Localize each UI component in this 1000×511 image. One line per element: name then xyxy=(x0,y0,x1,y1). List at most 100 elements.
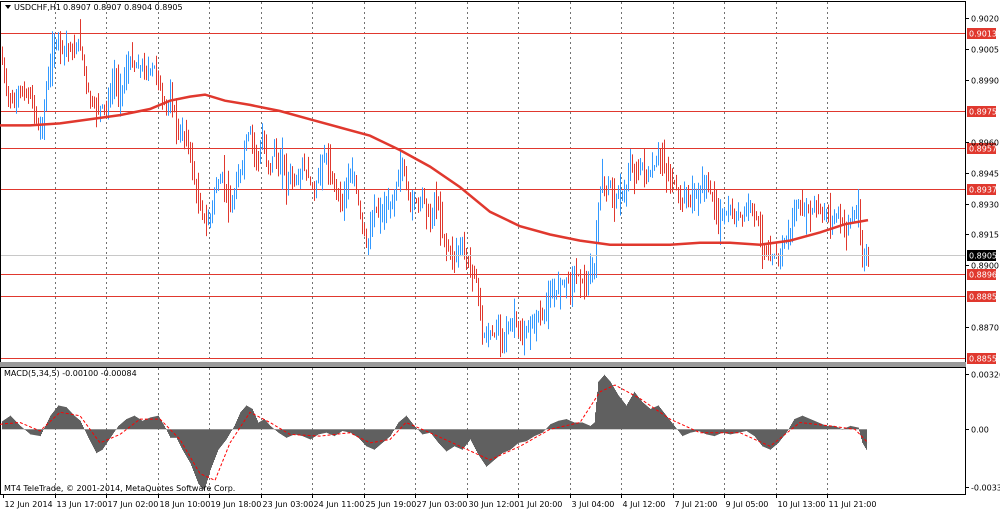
level-price-label: 0.8885 xyxy=(969,293,997,302)
macd-histogram-bar xyxy=(396,425,397,430)
macd-histogram-bar xyxy=(25,429,26,431)
macd-histogram-bar xyxy=(567,419,568,430)
macd-histogram-bar xyxy=(284,429,285,437)
macd-histogram-bar xyxy=(819,422,820,430)
macd-histogram-bar xyxy=(143,420,144,430)
macd-histogram-bar xyxy=(87,429,88,436)
macd-histogram-bar xyxy=(477,429,478,453)
macd-histogram-bar xyxy=(307,429,308,439)
macd-histogram-bar xyxy=(129,417,130,430)
macd-histogram-bar xyxy=(738,429,739,433)
macd-histogram-bar xyxy=(830,425,831,430)
macd-histogram-bar xyxy=(760,429,761,444)
macd-signal-line xyxy=(0,384,869,482)
macd-histogram-bar xyxy=(166,429,167,430)
macd-histogram-bar xyxy=(145,419,146,430)
price-tick-label: 0.8990 xyxy=(971,77,999,86)
macd-histogram-bar xyxy=(333,429,334,436)
macd-histogram-bar xyxy=(309,429,310,440)
panel-separator[interactable] xyxy=(0,362,966,367)
macd-histogram-bar xyxy=(855,426,856,430)
macd-histogram-bar xyxy=(376,429,377,449)
macd-histogram-bar xyxy=(499,429,500,456)
macd-histogram-bar xyxy=(516,429,517,445)
macd-histogram-bar xyxy=(764,429,765,448)
macd-histogram-bar xyxy=(377,429,378,448)
chart-menu-triangle-icon[interactable] xyxy=(5,5,11,9)
macd-histogram-bar xyxy=(665,414,666,430)
macd-histogram-bar xyxy=(515,429,516,446)
macd-histogram-bar xyxy=(834,425,835,430)
macd-histogram-bar xyxy=(397,424,398,430)
macd-histogram-bar xyxy=(144,419,145,430)
macd-histogram-bar xyxy=(788,429,789,430)
macd-histogram-bar xyxy=(138,418,139,430)
macd-histogram-bar xyxy=(736,429,737,434)
macd-histogram-bar xyxy=(106,429,107,444)
macd-histogram-bar xyxy=(475,429,476,450)
moving-average-line xyxy=(0,93,869,246)
macd-histogram-bar xyxy=(588,425,589,430)
macd-histogram-bar xyxy=(374,429,375,450)
macd-histogram-bar xyxy=(714,429,715,437)
macd-histogram-bar xyxy=(632,395,633,430)
macd-histogram-bar xyxy=(796,418,797,430)
price-tick-label: 0.8900 xyxy=(971,262,999,271)
macd-histogram-bar xyxy=(358,429,359,438)
macd-histogram-bar xyxy=(191,429,192,466)
macd-histogram-bar xyxy=(401,419,402,430)
macd-histogram-bar xyxy=(507,429,508,452)
macd-histogram-bar xyxy=(210,429,211,471)
macd-histogram-bar xyxy=(732,429,733,434)
macd-histogram-bar xyxy=(218,429,219,450)
macd-histogram-bar xyxy=(175,429,176,438)
macd-histogram-bar xyxy=(512,429,513,449)
macd-histogram-bar xyxy=(794,419,795,430)
macd-histogram-bar xyxy=(366,429,367,447)
macd-histogram-bar xyxy=(769,429,770,450)
macd-histogram-bar xyxy=(29,429,30,434)
macd-histogram-bar xyxy=(564,419,565,430)
macd-histogram-bar xyxy=(848,426,849,430)
macd-axis: 0.00326 0.00 -0.00338 xyxy=(965,371,1000,493)
macd-histogram-bar xyxy=(201,429,202,488)
macd-histogram-bar xyxy=(203,429,204,490)
macd-histogram-bar xyxy=(802,415,803,430)
macd-histogram-bar xyxy=(829,425,830,430)
macd-histogram-bar xyxy=(495,429,496,460)
price-panel-frame xyxy=(0,1,966,363)
macd-histogram-bar xyxy=(264,419,265,430)
macd-histogram-bar xyxy=(54,410,55,430)
macd-histogram-bar xyxy=(189,429,190,462)
macd-histogram-bar xyxy=(539,429,540,434)
macd-histogram-bar xyxy=(379,429,380,446)
macd-histogram-bar xyxy=(443,429,444,449)
macd-histogram-bar xyxy=(161,420,162,430)
macd-histogram-bar xyxy=(844,428,845,430)
macd-histogram-bar xyxy=(317,429,318,436)
macd-histogram-bar xyxy=(103,429,104,449)
macd-histogram-bar xyxy=(298,429,299,436)
macd-histogram-bar xyxy=(634,391,635,430)
macd-histogram-bar xyxy=(713,429,714,436)
macd-histogram-bar xyxy=(847,427,848,430)
time-tick-label: 4 Jul 12:00 xyxy=(623,500,666,509)
macd-histogram-bar xyxy=(458,429,459,449)
macd-histogram-bar xyxy=(480,429,481,458)
macd-histogram-bar xyxy=(335,429,336,436)
time-axis: 12 Jun 2014 13 Jun 17:00 17 Jun 02:00 18 Ju… xyxy=(3,494,876,509)
macd-histogram-bar xyxy=(541,429,542,434)
ohlc-label: 0.8907 0.8907 0.8904 0.8905 xyxy=(63,3,183,12)
macd-histogram-bar xyxy=(839,428,840,430)
macd-histogram-bar xyxy=(394,429,395,430)
macd-histogram-bar xyxy=(680,429,681,434)
macd-histogram-bar xyxy=(217,429,218,453)
macd-histogram-bar xyxy=(781,429,782,440)
macd-histogram-bar xyxy=(724,429,725,434)
macd-histogram-bar xyxy=(536,429,537,436)
macd-histogram-bar xyxy=(501,429,502,454)
macd-histogram-bar xyxy=(2,421,3,430)
macd-histogram-bar xyxy=(513,429,514,448)
macd-histogram-bar xyxy=(131,416,132,430)
macd-histogram-bar xyxy=(754,429,755,437)
